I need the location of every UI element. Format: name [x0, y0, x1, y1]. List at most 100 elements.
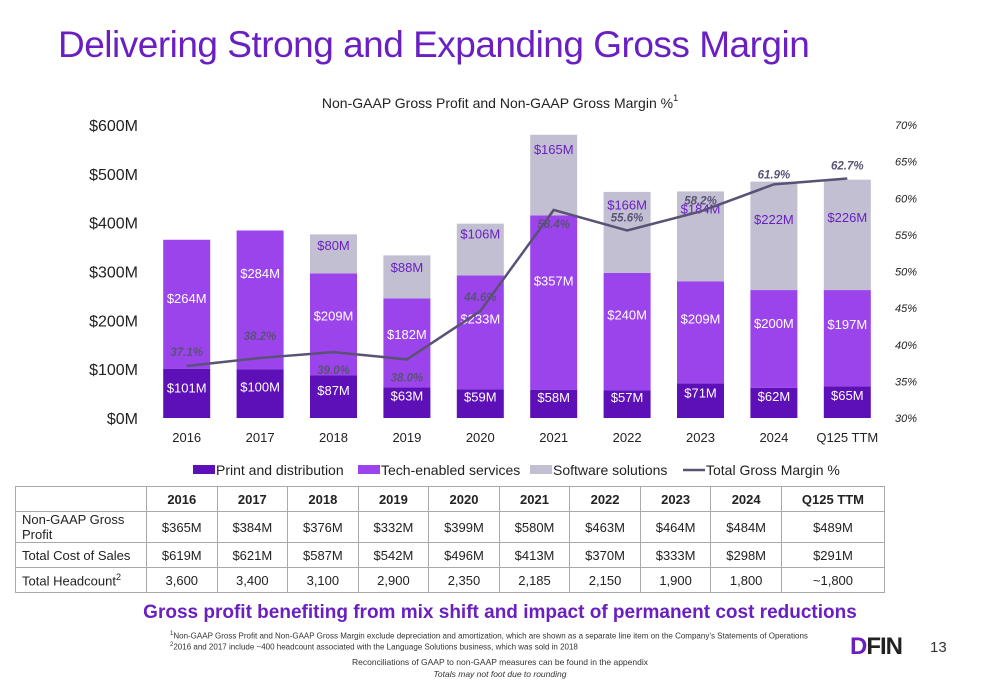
- table-header-blank: [15, 486, 147, 512]
- bar-software-solutions: [383, 255, 431, 299]
- gross-profit-chart: Non-GAAP Gross Profit and Non-GAAP Gross…: [89, 93, 917, 478]
- x-tick-label: 2018: [319, 430, 348, 445]
- label-tech-enabled-services: $182M: [387, 327, 427, 342]
- bar-print-distribution: [677, 383, 724, 418]
- slide-title: Delivering Strong and Expanding Gross Ma…: [58, 24, 810, 65]
- y-right-tick-label: 70%: [895, 120, 917, 132]
- y-left-tick-label: $400M: [89, 216, 138, 233]
- table-cell: 2,900: [357, 567, 430, 593]
- x-tick-label: Q125 TTM: [816, 430, 878, 445]
- y-left-tick-label: $200M: [89, 313, 138, 330]
- bar-print-distribution: [236, 369, 284, 418]
- gross-margin-label: 39.0%: [317, 365, 350, 377]
- table-row-label-text: Non-GAAP Gross Profit: [22, 512, 125, 542]
- label-tech-enabled-services: $209M: [681, 311, 721, 326]
- bar-software-solutions: [456, 223, 504, 276]
- bar-print-distribution: [163, 368, 211, 418]
- footnote-2-mark: 2: [170, 642, 174, 648]
- page-number: 13: [930, 639, 947, 656]
- x-tick-label: 2022: [613, 430, 642, 445]
- bar-print-distribution: [530, 389, 578, 418]
- gross-margin-label: 58.4%: [537, 219, 570, 231]
- bar-tech-enabled-services: [823, 290, 871, 387]
- label-software-solutions: $88M: [391, 260, 424, 275]
- financial-table: 2016 2017 2018 2019 2020 2021 2022 2023 2024 Q125…: [15, 486, 886, 593]
- legend-label: Total Gross Margin %: [706, 462, 840, 478]
- gross-margin-label: 38.0%: [391, 372, 424, 384]
- table-cell: $291M: [780, 542, 886, 568]
- x-tick-label: 2016: [172, 430, 201, 445]
- rounding-note: Totals may not foot due to rounding: [433, 669, 567, 679]
- y-left-tick-label: $600M: [89, 118, 138, 135]
- gross-margin-label: 55.6%: [611, 212, 644, 224]
- legend-label: Tech-enabled services: [381, 462, 520, 478]
- table-header-cell: 2017: [216, 486, 289, 512]
- table-cell: $332M: [357, 511, 430, 543]
- y-right-tick-label: 45%: [895, 303, 917, 315]
- table-cell: $376M: [287, 511, 359, 543]
- table-header-cell: 2021: [498, 486, 571, 512]
- table-cell: 1,900: [639, 567, 712, 593]
- label-print-distribution: $59M: [464, 390, 497, 405]
- label-tech-enabled-services: $197M: [827, 317, 867, 332]
- x-tick-label: 2019: [392, 430, 421, 445]
- label-tech-enabled-services: $264M: [167, 291, 207, 306]
- bar-software-solutions: [310, 234, 357, 274]
- legend-label: Software solutions: [553, 462, 667, 478]
- label-software-solutions: $165M: [534, 142, 574, 157]
- y-right-tick-label: 40%: [895, 340, 917, 352]
- table-row-label: Total Headcount2: [15, 567, 147, 593]
- bar-tech-enabled-services: [677, 281, 724, 384]
- label-tech-enabled-services: $240M: [607, 308, 647, 323]
- table-cell: $413M: [498, 542, 571, 568]
- label-software-solutions: $184M: [681, 201, 721, 216]
- label-print-distribution: $58M: [537, 390, 570, 405]
- y-right-tick-label: 35%: [895, 376, 917, 388]
- legend-swatch: [358, 465, 380, 474]
- label-tech-enabled-services: $200M: [754, 316, 794, 331]
- table-row-label-footnote-mark: 2: [115, 571, 121, 582]
- bar-print-distribution: [750, 387, 798, 418]
- label-print-distribution: $87M: [317, 383, 350, 398]
- table-cell: 2,150: [569, 567, 641, 593]
- table-header-cell: 2023: [639, 486, 712, 512]
- label-print-distribution: $63M: [391, 389, 424, 404]
- table-cell: $619M: [146, 542, 218, 568]
- table-row-label: Non-GAAP Gross Profit: [15, 511, 147, 543]
- legend-swatch: [193, 465, 215, 474]
- y-right-tick-label: 65%: [895, 157, 917, 169]
- bar-print-distribution: [823, 386, 871, 418]
- label-software-solutions: $226M: [827, 210, 867, 225]
- table-cell: 3,400: [216, 567, 289, 593]
- bar-tech-enabled-services: [603, 272, 651, 391]
- label-software-solutions: $222M: [754, 212, 794, 227]
- x-tick-label: 2021: [539, 430, 568, 445]
- table-cell: $399M: [428, 511, 500, 543]
- footnote-1-text: Non-GAAP Gross Profit and Non-GAAP Gross…: [173, 631, 808, 641]
- gross-margin-label: 58.2%: [684, 195, 717, 207]
- bar-tech-enabled-services: [310, 273, 357, 376]
- table-cell: $365M: [146, 511, 218, 543]
- legend-label: Print and distribution: [216, 462, 344, 478]
- gross-margin-line: [186, 177, 848, 368]
- table-body: Non-GAAP Gross Profit $365M $384M $376M $332…: [15, 511, 886, 593]
- bar-print-distribution: [456, 389, 504, 418]
- legend-swatch: [530, 465, 552, 474]
- x-tick-label: 2020: [466, 430, 495, 445]
- table-cell: 3,600: [146, 567, 218, 593]
- label-tech-enabled-services: $209M: [314, 308, 354, 323]
- table-cell: 1,800: [710, 567, 782, 593]
- label-tech-enabled-services: $233M: [460, 311, 500, 326]
- table-cell: $496M: [428, 542, 500, 568]
- bar-tech-enabled-services: [750, 290, 798, 388]
- bar-tech-enabled-services: [383, 298, 431, 388]
- logo-d: D: [850, 633, 867, 660]
- label-tech-enabled-services: $357M: [534, 274, 574, 289]
- label-software-solutions: $106M: [460, 227, 500, 242]
- table-cell: $484M: [710, 511, 782, 543]
- label-software-solutions: $80M: [317, 238, 350, 253]
- table-cell: ~1,800: [780, 567, 886, 593]
- gross-margin-label: 44.6%: [463, 292, 497, 304]
- table-cell: $370M: [569, 542, 641, 568]
- footnote-2-text: 2016 and 2017 include ~400 headcount ass…: [173, 642, 578, 652]
